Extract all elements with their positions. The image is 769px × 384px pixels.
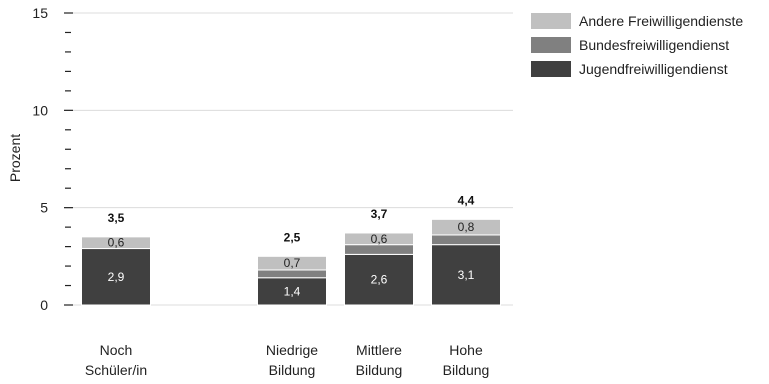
data-label: 2,9 bbox=[108, 270, 125, 284]
category-label: Niedrige Bildung bbox=[266, 342, 318, 378]
y-tick-label: 0 bbox=[40, 297, 48, 313]
category-labels: Noch Schüler/in Niedrige Bildung Mittlere Bil… bbox=[85, 342, 489, 378]
legend-label: Andere Freiwilligendienste bbox=[579, 13, 743, 29]
y-tick-label: 15 bbox=[32, 5, 48, 21]
category-label: Noch Schüler/in bbox=[85, 342, 147, 378]
bar-segment bbox=[431, 234, 501, 246]
bars bbox=[81, 218, 501, 306]
legend-swatch bbox=[531, 13, 571, 29]
y-tick-label: 5 bbox=[40, 200, 48, 216]
legend: Andere Freiwilligendienste Bundesfreiwill… bbox=[531, 13, 743, 77]
total-label: 4,4 bbox=[458, 193, 475, 207]
bar-segment bbox=[344, 244, 414, 255]
bar-segment bbox=[431, 218, 501, 236]
total-label: 3,5 bbox=[108, 211, 125, 225]
legend-swatch bbox=[531, 61, 571, 77]
total-label: 2,5 bbox=[284, 230, 301, 244]
y-axis-title: Prozent bbox=[7, 134, 23, 182]
bar-segment bbox=[257, 255, 327, 271]
bar-segment bbox=[81, 236, 151, 250]
total-label: 3,7 bbox=[371, 207, 388, 221]
data-label: 3,1 bbox=[458, 268, 475, 282]
bar-segment bbox=[431, 244, 501, 306]
data-label: 0,7 bbox=[284, 256, 301, 270]
y-axis: 0 5 10 15 bbox=[32, 5, 73, 313]
data-label: 0,6 bbox=[371, 232, 388, 246]
category-label: Mittlere Bildung bbox=[356, 342, 403, 378]
data-label: 2,6 bbox=[371, 273, 388, 287]
bar-segment bbox=[257, 277, 327, 306]
legend-label: Bundesfreiwilligendienst bbox=[579, 37, 729, 53]
bar-segment bbox=[257, 269, 327, 279]
bar-segment bbox=[344, 232, 414, 246]
bar-segment bbox=[81, 248, 151, 306]
y-tick-label: 10 bbox=[32, 102, 48, 118]
data-label: 1,4 bbox=[284, 284, 301, 298]
legend-label: Jugendfreiwilligendienst bbox=[579, 61, 728, 77]
data-label: 0,8 bbox=[458, 220, 475, 234]
category-label: Hohe Bildung bbox=[443, 342, 490, 378]
data-labels: 2,9 0,6 3,5 1,4 0,7 2,5 2,6 0,6 3,7 3,1 0,8 4,4 bbox=[108, 193, 475, 298]
legend-swatch bbox=[531, 37, 571, 53]
data-label: 0,6 bbox=[108, 236, 125, 250]
